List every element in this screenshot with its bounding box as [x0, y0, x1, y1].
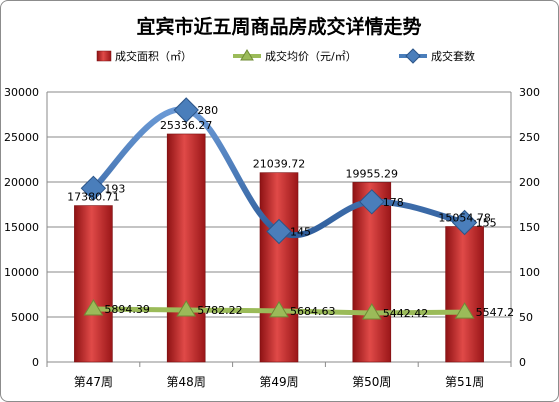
price-data-label: 5782.22	[197, 304, 243, 317]
sets-point	[173, 97, 199, 123]
y-right-tick-label: 50	[519, 311, 533, 324]
price-point	[83, 298, 104, 316]
plot-area: 0 5000 10000 15000 20000 25000 30000 0 50 100 150 2…	[4, 86, 540, 389]
legend-price-marker	[240, 49, 254, 61]
x-tick-label: 第51周	[445, 375, 484, 389]
legend-sets-marker	[405, 48, 421, 64]
legend: 成交面积（㎡） 成交均价（元/㎡） 成交套数	[96, 48, 475, 64]
price-data-label: 5547.2	[476, 306, 514, 319]
bar-data-label: 21039.72	[253, 158, 306, 171]
bar-data-label: 17380.71	[67, 191, 120, 204]
x-tick-label: 第47周	[74, 375, 113, 389]
price-point	[176, 299, 197, 317]
sets-point	[359, 189, 385, 215]
sets-data-label: 193	[104, 182, 125, 195]
bar	[74, 205, 113, 363]
y-right-tick-label: 100	[519, 266, 540, 279]
sets-data-label: 155	[476, 217, 497, 230]
y-left-tick-label: 5000	[11, 311, 39, 324]
y-left-tick-label: 0	[32, 356, 39, 369]
bar-data-label: 15054.78	[438, 212, 491, 225]
y-left-tick-label: 25000	[4, 131, 39, 144]
y-left-tick-label: 20000	[4, 176, 39, 189]
sets-data-label: 178	[383, 196, 404, 209]
legend-sets-label: 成交套数	[431, 49, 475, 63]
x-tick-label: 第49周	[259, 375, 298, 389]
price-data-label: 5442.42	[383, 307, 429, 320]
y-right-tick-label: 150	[519, 221, 540, 234]
bar-data-label: 19955.29	[346, 167, 399, 180]
legend-bar-label: 成交面积（㎡）	[115, 49, 192, 63]
sets-point	[266, 218, 292, 245]
bar	[259, 172, 299, 363]
y-left-tick-label: 15000	[4, 221, 39, 234]
x-tick-label: 第50周	[352, 375, 391, 389]
y-right-tick-label: 300	[519, 86, 540, 99]
legend-price-label: 成交均价（元/㎡）	[265, 49, 357, 63]
y-right-tick-label: 250	[519, 131, 540, 144]
sets-data-label: 280	[197, 104, 218, 117]
bar-data-label: 25336.27	[160, 119, 213, 132]
price-data-label: 5894.39	[104, 303, 149, 316]
y-right-tick-label: 200	[519, 176, 540, 189]
price-point	[269, 300, 289, 318]
legend-bar-swatch	[96, 50, 112, 62]
sets-point	[451, 209, 478, 236]
sets-data-label: 145	[290, 226, 311, 239]
y-right-tick-label: 0	[519, 356, 526, 369]
sets-point	[80, 175, 107, 202]
price-point	[454, 302, 475, 319]
y-left-tick-label: 30000	[4, 86, 39, 99]
price-data-label: 5684.63	[290, 305, 336, 318]
x-tick-label: 第48周	[167, 375, 206, 389]
bar	[166, 133, 206, 363]
chart-title: 宜宾市近五周商品房成交详情走势	[136, 15, 421, 38]
y-left-tick-label: 10000	[4, 266, 39, 279]
price-point	[361, 303, 382, 320]
bar	[445, 226, 484, 363]
